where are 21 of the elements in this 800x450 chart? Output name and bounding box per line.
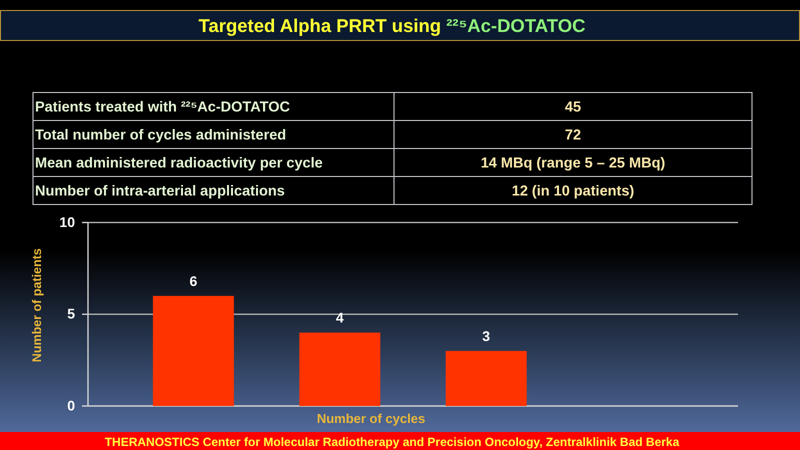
- text: Mean administered radioactivity per cycle: [35, 156, 323, 172]
- data-label: 3: [482, 328, 490, 344]
- bar: [152, 296, 234, 406]
- text: 14 MBq (range 5 – 25 MBq): [480, 156, 666, 172]
- y-tick-label: 5: [67, 306, 76, 322]
- bar: [299, 332, 380, 406]
- text: Patients treated with ²²⁵Ac-DOTATOC: [35, 100, 290, 116]
- text: Number of intra-arterial applications: [35, 184, 285, 200]
- y-tick-label: 10: [59, 214, 76, 230]
- text: Total number of cycles administered: [35, 128, 286, 144]
- text: THERANOSTICS Center for Molecular Radiotherapy and Precision Oncology, Zentralklinik Bad Berka: [104, 435, 680, 449]
- y-tick-label: 0: [67, 397, 76, 414]
- y-axis-title: Number of patients: [30, 248, 44, 362]
- text: 72: [564, 128, 582, 144]
- text: 45: [564, 100, 582, 116]
- x-axis-title: Number of cycles: [316, 411, 426, 426]
- bar: [446, 350, 527, 406]
- text: 12 (in 10 patients): [512, 184, 634, 200]
- data-label: 6: [190, 272, 198, 289]
- text: Targeted Alpha PRRT using ²²⁵Ac-DOTATOC: [198, 15, 586, 36]
- data-label: 4: [336, 310, 344, 326]
